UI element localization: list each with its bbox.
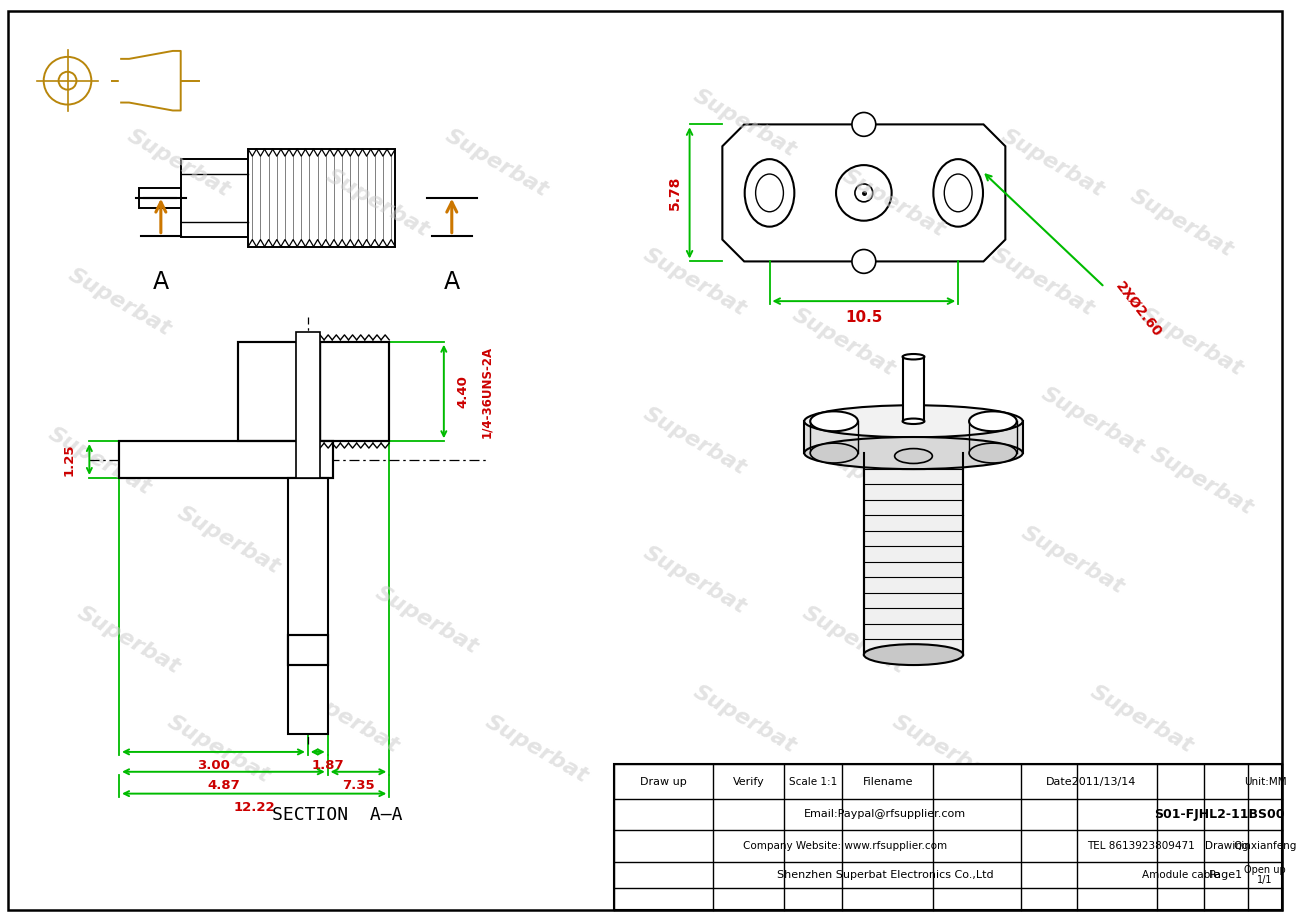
Circle shape [837, 165, 891, 221]
Ellipse shape [744, 159, 795, 227]
Bar [296, 342, 320, 441]
Ellipse shape [811, 412, 857, 431]
Text: Superbat: Superbat [987, 245, 1098, 320]
Polygon shape [722, 124, 1005, 262]
Text: Superbat: Superbat [1147, 443, 1256, 519]
Text: 3.00: 3.00 [197, 759, 230, 773]
Bar [613, 764, 1282, 910]
Ellipse shape [804, 405, 1022, 437]
Ellipse shape [969, 412, 1017, 431]
Text: Superbat: Superbat [889, 711, 998, 787]
Text: Amodule cable: Amodule cable [1142, 870, 1220, 880]
Text: Superbat: Superbat [818, 443, 929, 519]
Text: Qinxianfeng: Qinxianfeng [1233, 841, 1296, 851]
Text: Superbat: Superbat [1126, 185, 1237, 261]
Bar [288, 478, 327, 734]
Text: Superbat: Superbat [292, 682, 403, 757]
Text: Superbat: Superbat [322, 166, 433, 240]
Text: Superbat: Superbat [690, 86, 800, 161]
Text: Unit:MM: Unit:MM [1243, 776, 1286, 787]
Text: Superbat: Superbat [640, 245, 750, 320]
Text: Superbat: Superbat [640, 403, 750, 479]
Bar [139, 188, 181, 208]
Ellipse shape [944, 174, 972, 212]
Circle shape [852, 112, 876, 136]
Text: Superbat: Superbat [1017, 523, 1128, 598]
Text: Superbat: Superbat [123, 125, 234, 201]
Text: Email:Paypal@rfsupplier.com: Email:Paypal@rfsupplier.com [804, 810, 966, 820]
Bar [296, 332, 320, 478]
Polygon shape [804, 421, 1022, 453]
Ellipse shape [811, 443, 857, 463]
Text: Shenzhen Superbat Electronics Co.,Ltd: Shenzhen Superbat Electronics Co.,Ltd [777, 870, 994, 880]
Ellipse shape [969, 443, 1017, 463]
Bar [238, 342, 390, 441]
Text: Superbat: Superbat [442, 125, 551, 201]
Text: Superbat: Superbat [372, 582, 482, 658]
Bar [238, 342, 390, 441]
Text: Superbat: Superbat [788, 304, 899, 379]
Text: Company Website: www.rfsupplier.com: Company Website: www.rfsupplier.com [743, 841, 947, 851]
Text: 1.25: 1.25 [64, 443, 77, 476]
Text: Superbat: Superbat [273, 364, 383, 439]
Circle shape [855, 184, 873, 202]
Text: S01-FJHL2-11BS00: S01-FJHL2-11BS00 [1154, 808, 1285, 821]
Text: 4.87: 4.87 [207, 779, 240, 792]
Text: TEL 8613923809471: TEL 8613923809471 [1087, 841, 1195, 851]
Text: Verify: Verify [733, 776, 765, 787]
Text: 5.78: 5.78 [668, 176, 682, 210]
Text: Draw up: Draw up [640, 776, 687, 787]
Bar [864, 453, 963, 655]
Ellipse shape [895, 449, 933, 463]
Bar [288, 635, 327, 665]
Text: Superbat: Superbat [998, 125, 1108, 201]
Text: 10.5: 10.5 [846, 309, 882, 324]
Text: 1/4-36UNS-2A: 1/4-36UNS-2A [481, 345, 494, 437]
Text: Superbat: Superbat [690, 682, 800, 757]
Ellipse shape [934, 159, 983, 227]
Bar [248, 149, 395, 247]
Text: 7.35: 7.35 [342, 779, 374, 792]
Text: Superbat: Superbat [74, 602, 184, 677]
Text: Superbat: Superbat [481, 711, 591, 787]
Text: Scale 1:1: Scale 1:1 [788, 776, 838, 787]
Text: Page1: Page1 [1209, 870, 1243, 880]
Bar [903, 356, 925, 421]
Text: Superbat: Superbat [1038, 384, 1147, 459]
Text: Superbat: Superbat [64, 264, 174, 340]
Text: Superbat: Superbat [640, 542, 750, 618]
Text: A: A [444, 270, 460, 295]
Ellipse shape [864, 644, 963, 665]
Text: Drawing: Drawing [1204, 841, 1248, 851]
Text: SECTION  A–A: SECTION A–A [273, 807, 403, 824]
Text: Open up: Open up [1244, 865, 1286, 875]
Text: Superbat: Superbat [164, 711, 273, 787]
Bar [120, 441, 333, 478]
Text: Superbat: Superbat [44, 424, 155, 498]
Text: 12.22: 12.22 [234, 801, 275, 814]
Text: 1.87: 1.87 [312, 759, 344, 773]
Bar [120, 441, 333, 478]
Bar [181, 159, 248, 237]
Ellipse shape [903, 418, 925, 424]
Text: Superbat: Superbat [799, 602, 909, 677]
Circle shape [852, 250, 876, 274]
Text: A: A [153, 270, 169, 295]
Bar [288, 635, 327, 665]
Text: 4.40: 4.40 [457, 375, 470, 408]
Text: Superbat: Superbat [839, 166, 948, 240]
Ellipse shape [756, 174, 783, 212]
Text: 2XØ2.60: 2XØ2.60 [1112, 279, 1164, 340]
Text: Date2011/13/14: Date2011/13/14 [1046, 776, 1135, 787]
Text: 1/1: 1/1 [1257, 875, 1273, 885]
Text: Superbat: Superbat [173, 503, 283, 578]
Text: Superbat: Superbat [1087, 682, 1196, 757]
Text: Superbat: Superbat [1137, 304, 1247, 379]
Ellipse shape [804, 437, 1022, 469]
Ellipse shape [903, 354, 925, 359]
Text: Filename: Filename [863, 776, 913, 787]
